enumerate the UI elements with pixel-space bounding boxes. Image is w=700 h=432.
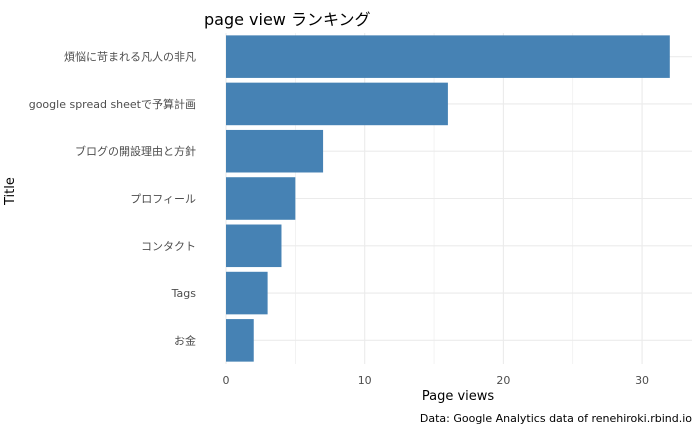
bar [226, 129, 324, 173]
y-tick-label: Tags [171, 287, 197, 300]
chart-caption: Data: Google Analytics data of renehirok… [419, 412, 692, 425]
bar [226, 224, 282, 268]
x-tick-label: 20 [496, 374, 510, 387]
x-tick-label: 30 [635, 374, 649, 387]
y-tick-label: コンタクト [141, 240, 196, 253]
bar [226, 319, 254, 362]
y-tick-label: プロフィール [130, 193, 196, 206]
y-tick-label: お金 [174, 333, 196, 347]
y-tick-label: ブログの開設理由と方針 [75, 144, 196, 158]
y-tick-label: google spread sheetで予算計画 [29, 97, 196, 111]
x-tick-label: 0 [223, 374, 230, 387]
x-tick-label: 10 [358, 374, 372, 387]
bar [226, 35, 670, 78]
bar [226, 82, 448, 126]
bar [226, 271, 268, 315]
chart-title: page view ランキング [204, 10, 371, 29]
bar [226, 177, 296, 220]
x-axis-title: Page views [421, 389, 495, 404]
y-tick-label: 煩悩に苛まれる凡人の非凡 [64, 50, 196, 64]
